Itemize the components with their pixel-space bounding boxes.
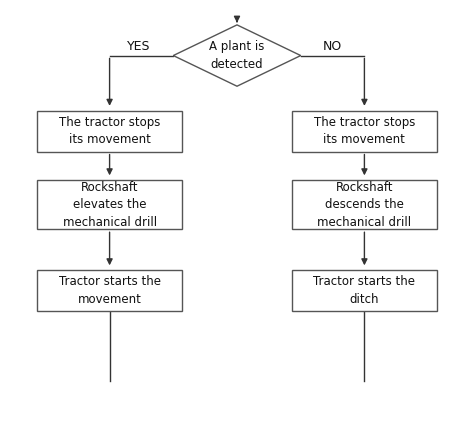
Text: The tractor stops
its movement: The tractor stops its movement xyxy=(59,116,160,147)
Text: Rockshaft
elevates the
mechanical drill: Rockshaft elevates the mechanical drill xyxy=(63,181,156,229)
Text: Rockshaft
descends the
mechanical drill: Rockshaft descends the mechanical drill xyxy=(318,181,411,229)
FancyBboxPatch shape xyxy=(37,180,182,229)
Text: Tractor starts the
ditch: Tractor starts the ditch xyxy=(313,276,415,306)
Text: NO: NO xyxy=(323,40,342,53)
FancyBboxPatch shape xyxy=(37,270,182,311)
Text: The tractor stops
its movement: The tractor stops its movement xyxy=(314,116,415,147)
FancyBboxPatch shape xyxy=(37,111,182,152)
Text: A plant is
detected: A plant is detected xyxy=(210,40,264,71)
FancyBboxPatch shape xyxy=(292,270,437,311)
FancyBboxPatch shape xyxy=(292,180,437,229)
Text: YES: YES xyxy=(128,40,151,53)
Text: Tractor starts the
movement: Tractor starts the movement xyxy=(59,276,161,306)
FancyBboxPatch shape xyxy=(292,111,437,152)
Polygon shape xyxy=(173,25,301,86)
